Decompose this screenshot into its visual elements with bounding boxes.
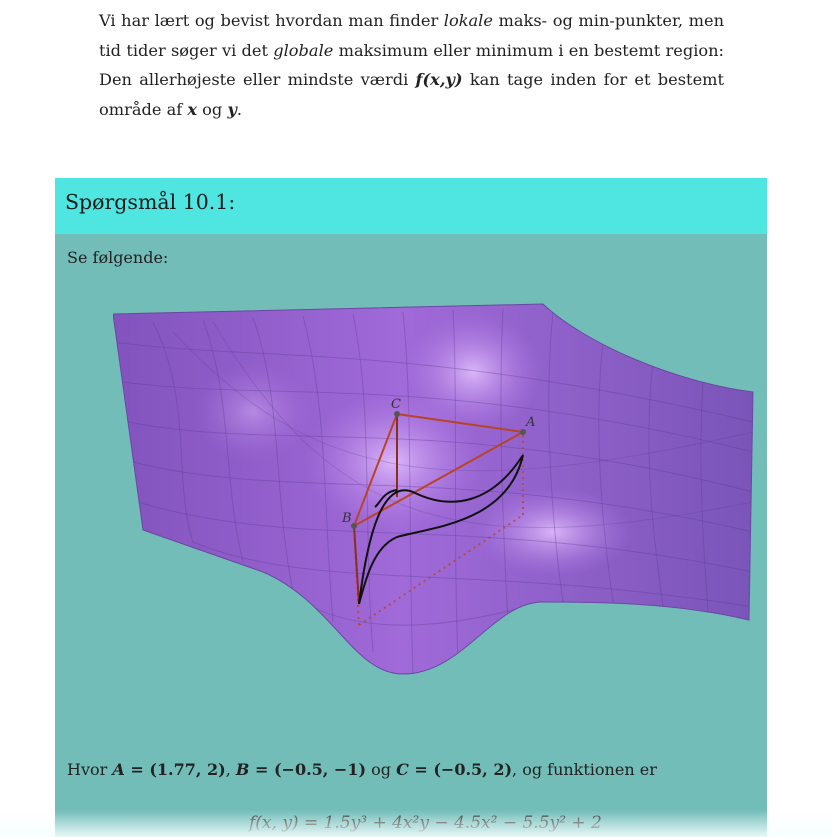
intro-text: Vi har lært og bevist hvordan man finder (99, 11, 444, 30)
condition-text: Hvor A = (1.77, 2), B = (−0.5, −1) og C … (67, 760, 657, 779)
question-lead: Se følgende: (67, 248, 169, 267)
vertex-points (351, 411, 526, 529)
surface-mesh (113, 307, 753, 674)
label-b: B (341, 511, 352, 526)
surface-figure: A B C (113, 303, 754, 675)
intro-emphasis-global: globale (273, 40, 334, 60)
intro-text: maksimum eller minimum i en bestemt regi… (99, 40, 724, 90)
intro-paragraph: Vi har lært og bevist hvordan man finder… (99, 6, 724, 124)
intro-text: . (236, 99, 242, 119)
math-point-c: C (396, 760, 409, 779)
boundary-curves (358, 454, 524, 605)
question-header: Spørgsmål 10.1: (55, 178, 767, 234)
intro-math-fxy: f(x,y) (415, 70, 463, 89)
function-formula: f(x, y) = 1.5y³ + 4x²y − 4.5x² − 5.5y² +… (249, 813, 602, 833)
intro-text: maks- og min-punkter, men tid tider søge… (99, 11, 724, 60)
intro-math-y: y (227, 99, 237, 119)
question-body: Se følgende: (55, 234, 767, 837)
intro-text: kan tage inden for et bestemt område af (99, 70, 725, 119)
math-point-a: A (112, 760, 125, 779)
label-a: A (525, 415, 535, 430)
intro-text: og (197, 99, 228, 119)
triangle-edges (353, 413, 524, 605)
intro-emphasis-local: lokale (443, 11, 493, 30)
math-point-b: B (235, 760, 250, 779)
intro-math-x: x (187, 99, 198, 119)
question-title: Spørgsmål 10.1: (65, 190, 236, 214)
label-c: C (391, 397, 401, 412)
